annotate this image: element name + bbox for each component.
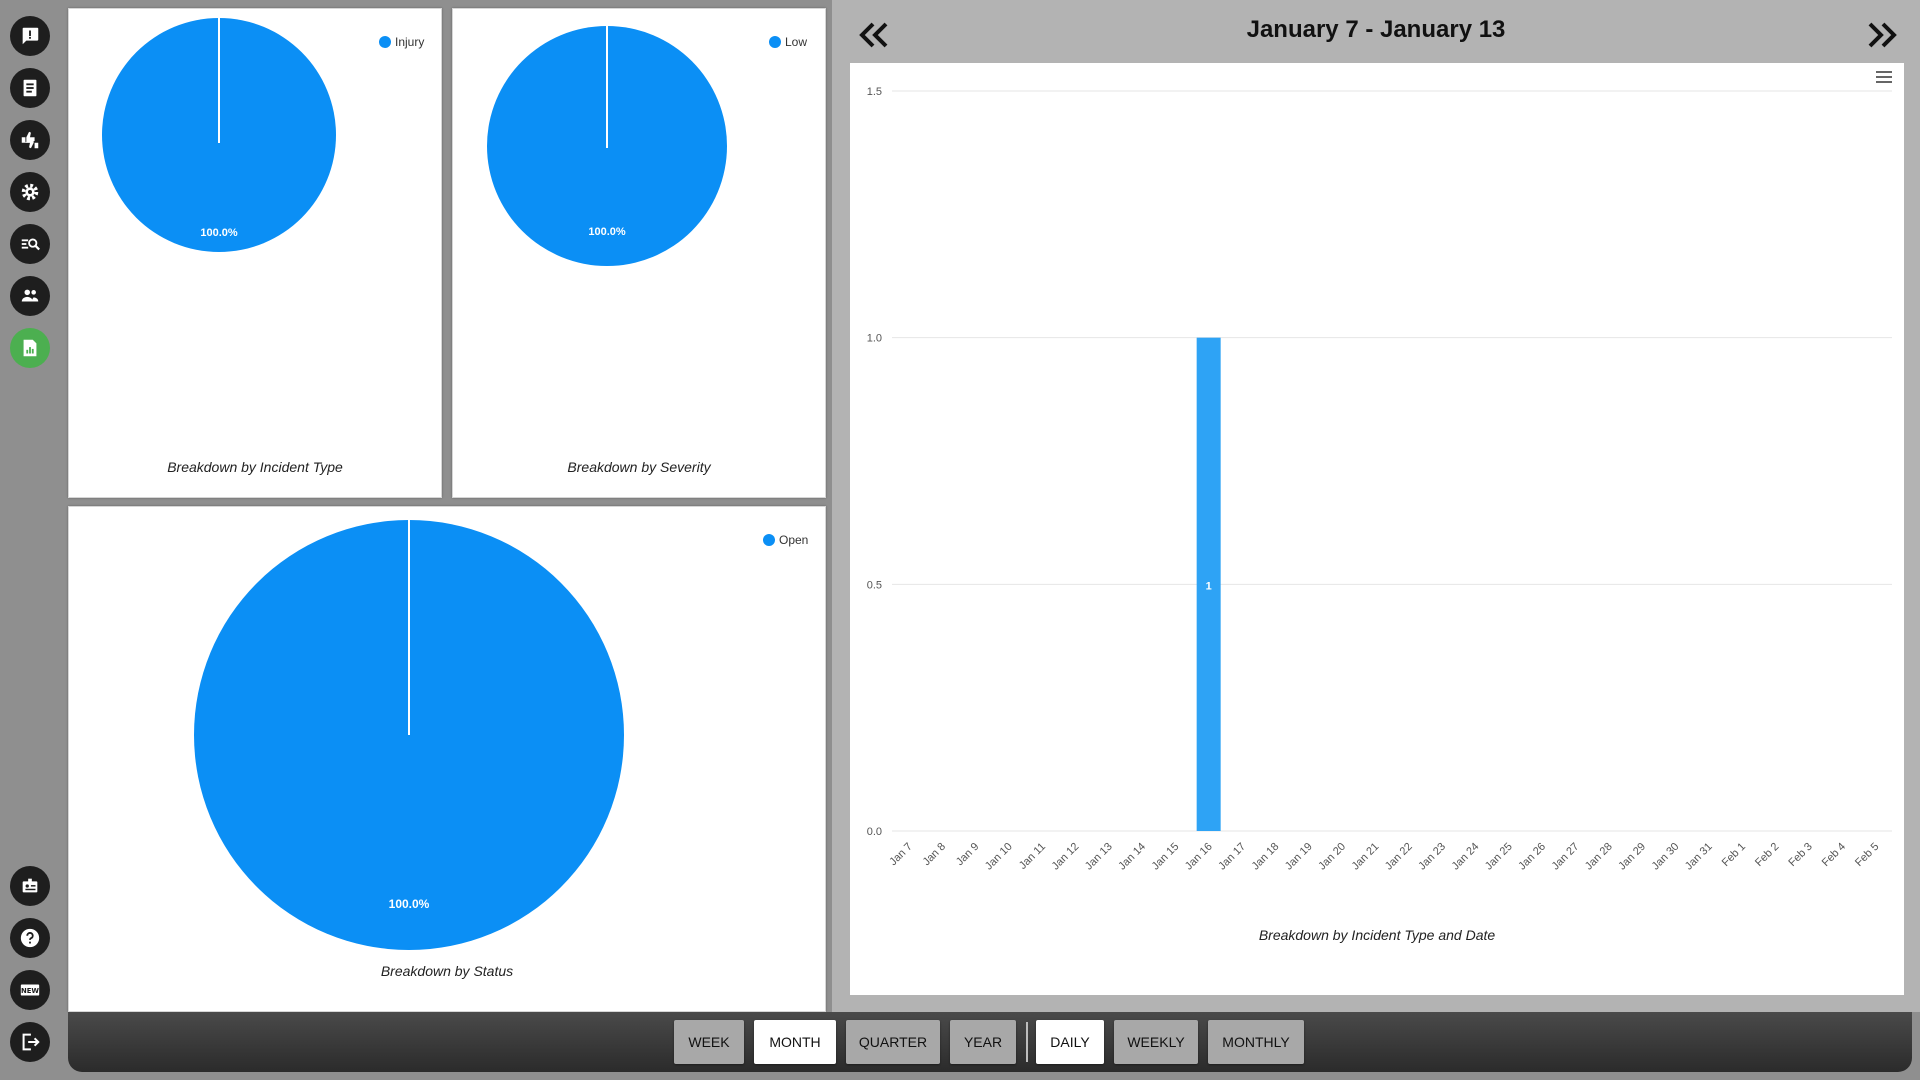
slice-label: 100.0%	[588, 226, 626, 238]
help-icon[interactable]	[10, 918, 50, 958]
incident-type-pie: 100.0%	[102, 18, 336, 252]
x-tick-label: Jan 18	[1250, 841, 1282, 873]
legend-marker	[379, 36, 391, 48]
x-tick-label: Jan 11	[1017, 841, 1048, 872]
slice-label: 100.0%	[389, 897, 430, 911]
y-tick-label: 1.5	[867, 86, 882, 98]
x-tick-label: Feb 2	[1753, 841, 1781, 869]
tab-daily[interactable]: DAILY	[1036, 1020, 1104, 1064]
legend[interactable]: Injury	[379, 35, 424, 49]
x-tick-label: Jan 9	[954, 841, 982, 869]
tab-year[interactable]: YEAR	[950, 1020, 1016, 1064]
tab-month[interactable]: MONTH	[754, 1020, 836, 1064]
incident-type-panel: Injury 100.0% Breakdown by Incident Type	[68, 8, 442, 498]
x-tick-label: Jan 29	[1616, 841, 1648, 873]
chart-caption: Breakdown by Incident Type and Date	[1259, 927, 1496, 943]
x-tick-label: Jan 25	[1483, 841, 1515, 873]
legend-marker	[763, 534, 775, 546]
panel-caption: Breakdown by Status	[380, 963, 514, 979]
feedback-icon[interactable]	[10, 16, 50, 56]
panel-caption: Breakdown by Incident Type	[167, 459, 343, 475]
x-tick-label: Feb 4	[1820, 841, 1848, 869]
legend[interactable]: Low	[769, 35, 807, 49]
x-tick-label: Jan 24	[1450, 841, 1482, 873]
svg-text:NEW: NEW	[21, 987, 39, 995]
x-tick-label: Jan 23	[1416, 841, 1448, 873]
tab-monthly[interactable]: MONTHLY	[1208, 1020, 1304, 1064]
x-tick-label: Feb 1	[1720, 841, 1748, 869]
new-icon[interactable]: NEW	[10, 970, 50, 1010]
tab-weekly[interactable]: WEEKLY	[1114, 1020, 1198, 1064]
legend-marker	[769, 36, 781, 48]
x-tick-label: Jan 21	[1350, 841, 1382, 873]
date-chart-panel: 0.0 0.5 1.0 1.5 Jan 7 Jan 8 Jan 9 Jan 10 Jan 11 J…	[850, 63, 1904, 995]
severity-pie: 100.0%	[487, 26, 727, 266]
bar[interactable]	[1196, 337, 1221, 831]
x-tick-label: Jan 17	[1216, 841, 1248, 873]
x-tick-label: Jan 20	[1316, 841, 1348, 873]
tab-quarter[interactable]: QUARTER	[846, 1020, 940, 1064]
slice-label: 100.0%	[200, 227, 238, 239]
x-tick-label: Jan 28	[1583, 841, 1615, 873]
x-tick-label: Jan 26	[1516, 841, 1548, 873]
gear-icon[interactable]	[10, 172, 50, 212]
x-tick-label: Jan 19	[1283, 841, 1315, 873]
people-icon[interactable]	[10, 276, 50, 316]
x-tick-label: Jan 7	[887, 841, 915, 869]
x-tick-label: Jan 27	[1550, 841, 1582, 873]
status-panel: Open 100.0% Breakdown by Status	[68, 506, 826, 1012]
bar-data-label: 1	[1206, 580, 1212, 592]
x-tick-label: Jan 16	[1183, 841, 1215, 873]
x-tick-label: Feb 5	[1853, 841, 1881, 869]
x-tick-label: Jan 10	[983, 841, 1015, 873]
previous-week-icon[interactable]	[858, 20, 892, 50]
logout-icon[interactable]	[10, 1022, 50, 1062]
x-tick-label: Jan 14	[1116, 841, 1148, 873]
legend-label: Open	[779, 533, 809, 547]
x-tick-label: Jan 31	[1683, 841, 1715, 873]
sidebar: NEW	[0, 0, 60, 1080]
status-pie: 100.0%	[194, 520, 624, 950]
week-title: January 7 - January 13	[1246, 16, 1506, 43]
bottom-toolbar: WEEK MONTH QUARTER YEAR DAILY WEEKLY MON…	[68, 1012, 1912, 1072]
next-week-icon[interactable]	[1864, 20, 1898, 50]
report-icon[interactable]	[10, 328, 50, 368]
x-tick-label: Jan 30	[1650, 841, 1682, 873]
legend-label: Injury	[395, 35, 425, 49]
tab-week[interactable]: WEEK	[674, 1020, 744, 1064]
id-badge-icon[interactable]	[10, 866, 50, 906]
legend-label: Low	[785, 35, 808, 49]
x-tick-label: Jan 15	[1150, 841, 1182, 873]
severity-panel: Low 100.0% Breakdown by Severity	[452, 8, 826, 498]
x-tick-label: Feb 3	[1786, 841, 1814, 869]
chart-menu-icon[interactable]	[1876, 71, 1892, 85]
thumbs-icon[interactable]	[10, 120, 50, 160]
y-tick-label: 0.5	[867, 579, 882, 591]
y-tick-label: 1.0	[867, 333, 882, 345]
panel-caption: Breakdown by Severity	[567, 459, 711, 475]
tab-separator	[1026, 1022, 1028, 1062]
search-list-icon[interactable]	[10, 224, 50, 264]
x-tick-label: Jan 12	[1050, 841, 1082, 873]
x-tick-label: Jan 13	[1083, 841, 1115, 873]
y-tick-label: 0.0	[867, 826, 882, 838]
x-tick-label: Jan 8	[921, 841, 949, 869]
x-tick-label: Jan 22	[1383, 841, 1415, 873]
legend[interactable]: Open	[763, 533, 808, 547]
document-icon[interactable]	[10, 68, 50, 108]
